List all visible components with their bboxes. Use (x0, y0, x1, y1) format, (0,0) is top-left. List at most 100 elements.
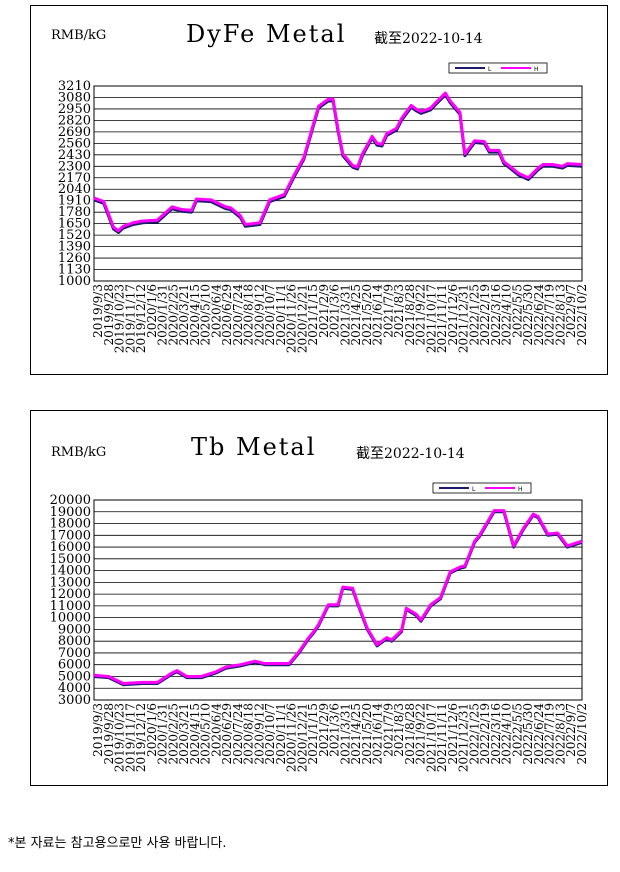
dyfe-y-tick-label: 1260 (58, 251, 91, 266)
tb-x-tick-label: 2022/10/2 (575, 703, 589, 765)
tb-x-tick-label: 2020/2/25 (166, 703, 180, 765)
dyfe-y-tick-label: 1910 (58, 194, 91, 209)
dyfe-x-tick-label: 2020/1/6 (145, 284, 159, 338)
tb-x-tick-label: 2019/10/23 (113, 703, 127, 772)
tb-y-tick-label: 20000 (50, 493, 91, 508)
tb-x-tick-label: 2022/8/13 (553, 703, 567, 765)
tb-chart-title: Tb Metal (191, 433, 317, 461)
dyfe-y-tick-label: 2690 (58, 125, 91, 140)
dyfe-x-tick-label: 2022/10/2 (575, 284, 589, 346)
tb-x-tick-label: 2022/6/24 (532, 703, 546, 765)
dyfe-x-tick-label: 2022/3/16 (489, 284, 503, 346)
tb-y-tick-label: 13000 (50, 575, 91, 590)
dyfe-y-tick-label: 1520 (58, 228, 91, 243)
tb-x-tick-label: 2021/8/28 (403, 703, 417, 765)
dyfe-x-tick-label: 2019/9/3 (91, 284, 105, 338)
tb-y-tick-label: 17000 (50, 528, 91, 543)
dyfe-x-tick-label: 2021/4/25 (349, 284, 363, 346)
tb-x-tick-label: 2022/5/30 (521, 703, 535, 765)
tb-x-tick-label: 2020/6/29 (220, 703, 234, 765)
dyfe-x-tick-label: 2021/6/14 (371, 284, 385, 346)
tb-y-tick-label: 15000 (50, 552, 91, 567)
tb-x-tick-label: 2021/3/6 (328, 703, 342, 757)
tb-y-tick-label: 11000 (50, 599, 91, 614)
dyfe-x-tick-label: 2021/9/22 (414, 284, 428, 346)
dyfe-y-tick-label: 2560 (58, 136, 91, 151)
tb-x-tick-label: 2020/7/24 (231, 703, 245, 765)
dyfe-x-tick-label: 2020/1/31 (156, 284, 170, 346)
dyfe-y-tick-label: 1390 (58, 240, 91, 255)
tb-x-tick-label: 2020/1/6 (145, 703, 159, 757)
dyfe-y-tick-label: 1650 (58, 217, 91, 232)
tb-x-tick-label: 2020/11/26 (285, 703, 299, 772)
tb-x-tick-label: 2020/9/12 (252, 703, 266, 765)
tb-x-tick-label: 2021/10/17 (424, 703, 438, 772)
dyfe-x-tick-label: 2021/10/17 (424, 284, 438, 353)
dyfe-x-tick-label: 2020/12/21 (295, 284, 309, 353)
dyfe-x-tick-label: 2020/4/15 (188, 284, 202, 346)
tb-legend-label: H (518, 486, 523, 493)
tb-x-tick-label: 2022/3/16 (489, 703, 503, 765)
dyfe-x-tick-label: 2020/10/7 (263, 284, 277, 346)
dyfe-x-tick-label: 2020/5/10 (199, 284, 213, 346)
dyfe-y-tick-label: 3080 (58, 90, 91, 105)
dyfe-x-tick-label: 2019/9/28 (102, 284, 116, 346)
dyfe-x-tick-label: 2020/11/1 (274, 284, 288, 346)
tb-x-tick-label: 2022/7/19 (543, 703, 557, 765)
dyfe-y-tick-label: 2820 (58, 113, 91, 128)
dyfe-x-tick-label: 2020/8/18 (242, 284, 256, 346)
tb-x-tick-label: 2019/9/28 (102, 703, 116, 765)
tb-x-tick-label: 2021/9/22 (414, 703, 428, 765)
dyfe-legend (448, 62, 548, 74)
tb-date-note: 截至2022-10-14 (356, 446, 465, 462)
dyfe-y-tick-label: 3210 (58, 79, 91, 94)
dyfe-x-tick-label: 2021/3/31 (338, 284, 352, 346)
tb-y-tick-label: 5000 (58, 669, 91, 684)
tb-y-tick-label: 16000 (50, 540, 91, 555)
tb-legend (432, 482, 532, 494)
dyfe-x-tick-label: 2022/8/13 (553, 284, 567, 346)
dyfe-x-tick-label: 2022/2/19 (478, 284, 492, 346)
dyfe-x-tick-label: 2021/5/20 (360, 284, 374, 346)
tb-x-tick-label: 2021/8/3 (392, 703, 406, 757)
tb-x-tick-label: 2020/11/1 (274, 703, 288, 765)
tb-x-tick-label: 2019/9/3 (91, 703, 105, 757)
tb-y-tick-label: 19000 (50, 505, 91, 520)
tb-y-tick-label: 12000 (50, 587, 91, 602)
dyfe-legend-label: H (534, 66, 539, 73)
dyfe-y-tick-label: 1780 (58, 205, 91, 220)
tb-x-tick-label: 2021/3/31 (338, 703, 352, 765)
dyfe-x-tick-label: 2021/8/3 (392, 284, 406, 338)
dyfe-plot-frame (93, 85, 583, 282)
dyfe-x-tick-label: 2020/6/29 (220, 284, 234, 346)
dyfe-x-tick-label: 2021/2/9 (317, 284, 331, 338)
dyfe-y-tick-label: 2430 (58, 148, 91, 163)
tb-x-tick-label: 2020/1/31 (156, 703, 170, 765)
dyfe-chart-title: DyFe Metal (186, 20, 347, 48)
dyfe-y-tick-label: 2040 (58, 182, 91, 197)
tb-unit-label: RMB/kG (51, 445, 107, 460)
tb-x-tick-label: 2019/11/17 (123, 703, 137, 772)
dyfe-x-tick-label: 2022/5/5 (510, 284, 524, 338)
dyfe-x-tick-label: 2020/2/25 (166, 284, 180, 346)
tb-x-tick-label: 2020/10/7 (263, 703, 277, 765)
dyfe-x-tick-label: 2022/5/30 (521, 284, 535, 346)
dyfe-y-tick-label: 2170 (58, 171, 91, 186)
dyfe-x-tick-label: 2022/7/19 (543, 284, 557, 346)
tb-x-tick-label: 2020/3/21 (177, 703, 191, 765)
dyfe-y-tick-label: 2300 (58, 159, 91, 174)
dyfe-legend-label: L (488, 66, 492, 73)
tb-x-tick-label: 2021/4/25 (349, 703, 363, 765)
dyfe-y-tick-label: 1000 (58, 274, 91, 289)
tb-x-tick-label: 2020/4/15 (188, 703, 202, 765)
tb-x-tick-label: 2021/11/11 (435, 703, 449, 772)
dyfe-line-chart: 1000113012601390152016501780191020402170… (58, 62, 589, 353)
tb-x-tick-label: 2021/5/20 (360, 703, 374, 765)
tb-x-tick-label: 2020/6/4 (209, 703, 223, 757)
tb-y-tick-label: 6000 (58, 658, 91, 673)
dyfe-x-tick-label: 2019/11/17 (123, 284, 137, 353)
tb-series-H (93, 509, 583, 686)
tb-series-L (93, 510, 583, 687)
tb-x-tick-label: 2021/12/6 (446, 703, 460, 765)
dyfe-x-tick-label: 2022/4/10 (500, 284, 514, 346)
